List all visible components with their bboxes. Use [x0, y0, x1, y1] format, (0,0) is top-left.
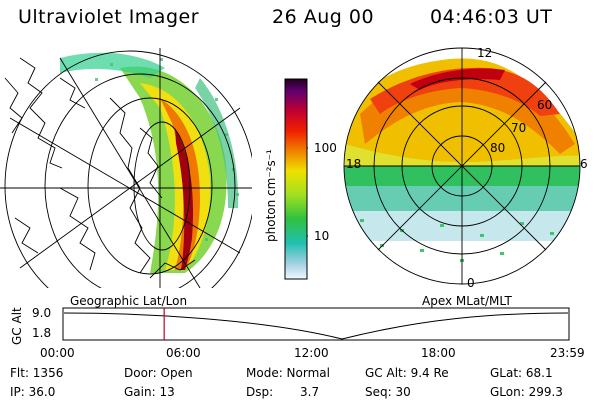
- mlat-label-70: 70: [511, 121, 527, 135]
- colorbar-tick-100: 100: [314, 141, 337, 155]
- info-ip: IP: 36.0: [10, 385, 56, 399]
- mlt-label-0: 0: [467, 276, 475, 290]
- right-panel-caption: Apex MLat/MLT: [422, 294, 512, 308]
- mlt-label-12: 12: [477, 46, 493, 60]
- info-glat: GLat: 68.1: [490, 366, 553, 380]
- info-dsp-value: 3.7: [300, 385, 320, 399]
- mlat-label-60: 60: [537, 98, 553, 112]
- left-panel-caption: Geographic Lat/Lon: [70, 294, 188, 308]
- time-label: 04:46:03 UT: [430, 6, 553, 28]
- altitude-ytick-low: 1.8: [32, 326, 52, 340]
- altitude-xtick-0000: 00:00: [40, 346, 75, 360]
- instrument-title: Ultraviolet Imager: [18, 6, 200, 28]
- mlat-label-80: 80: [490, 141, 506, 155]
- info-seq: Seq: 30: [365, 385, 411, 399]
- info-mode: Mode: Normal: [246, 366, 330, 380]
- altitude-ytick-high: 9.0: [32, 306, 52, 320]
- altitude-ylabel: GC Alt: [10, 307, 24, 345]
- altitude-xtick-1800: 18:00: [421, 346, 456, 360]
- altitude-plot: [62, 307, 570, 341]
- info-door: Door: Open: [124, 366, 193, 380]
- altitude-xtick-0600: 06:00: [166, 346, 201, 360]
- mlt-label-18: 18: [346, 157, 362, 171]
- polar-image: [343, 47, 581, 285]
- info-gain: Gain: 13: [124, 385, 175, 399]
- mlt-label-6: 6: [580, 157, 588, 171]
- colorbar-unit-label: photon cm⁻²s⁻¹: [264, 149, 278, 242]
- info-dsp: Dsp:: [246, 385, 274, 399]
- altitude-xtick-2359: 23:59: [550, 346, 585, 360]
- colorbar-tick-10: 10: [314, 229, 330, 243]
- altitude-xtick-1200: 12:00: [294, 346, 329, 360]
- date-label: 26 Aug 00: [272, 6, 375, 28]
- info-glon: GLon: 299.3: [490, 385, 563, 399]
- geographic-image: [0, 48, 252, 288]
- info-gc-alt: GC Alt: 9.4 Re: [365, 366, 449, 380]
- info-flt: Flt: 1356: [10, 366, 64, 380]
- colorbar: [284, 78, 308, 280]
